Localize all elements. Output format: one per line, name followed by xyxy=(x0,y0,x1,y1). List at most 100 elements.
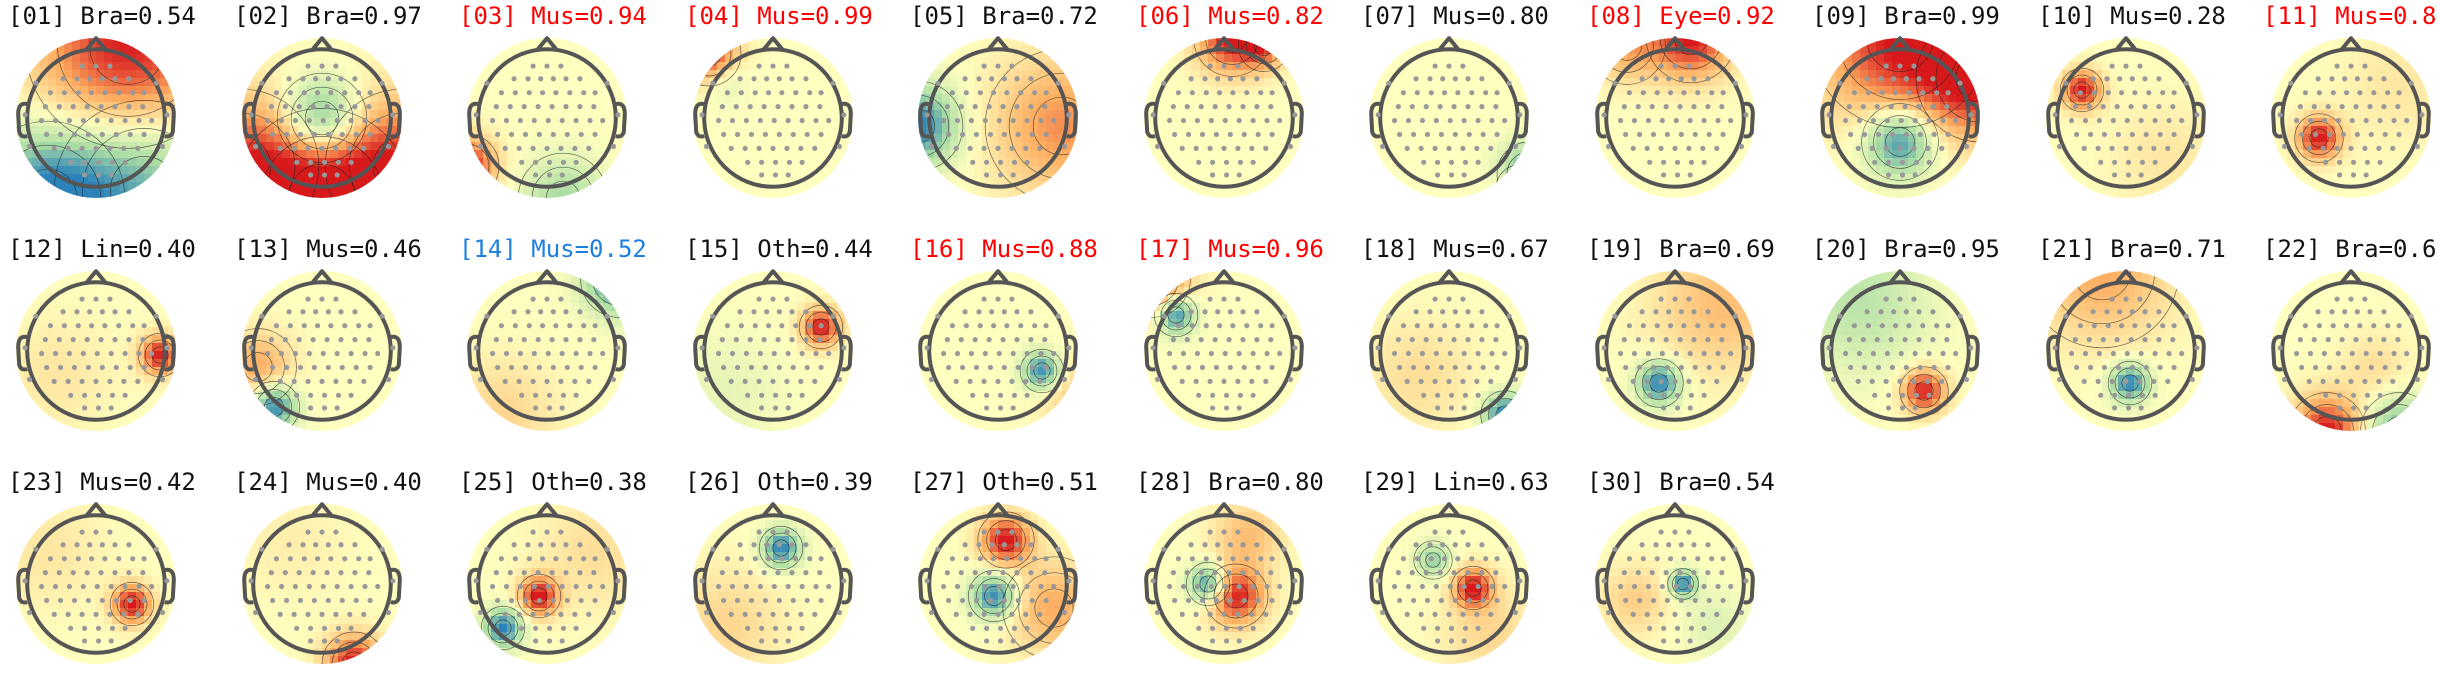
sensor-dot xyxy=(116,556,121,561)
sensor-dot xyxy=(1864,309,1869,314)
sensor-dot xyxy=(2336,351,2341,356)
sensor-dot xyxy=(2126,393,2131,398)
sensor-dot xyxy=(1228,76,1233,81)
sensor-dot xyxy=(160,377,165,382)
sensor-dot xyxy=(1030,598,1035,603)
sensor-dot xyxy=(298,132,303,137)
sensor-dot xyxy=(969,351,974,356)
sensor-dot xyxy=(509,132,514,137)
sensor-dot xyxy=(1939,146,1944,151)
sensor-dot xyxy=(532,351,537,356)
component-12: [12] Lin=0.40 xyxy=(8,233,223,443)
sensor-dot xyxy=(2092,90,2097,95)
sensor-dot xyxy=(98,570,103,575)
sensor-dot xyxy=(307,118,312,123)
component-label: [18] Mus=0.67 xyxy=(1361,235,1549,263)
sensor-dot xyxy=(1862,365,1867,370)
sensor-dot xyxy=(1675,393,1680,398)
sensor-dot xyxy=(1672,296,1677,301)
sensor-dot xyxy=(615,112,620,117)
sensor-dot xyxy=(1419,379,1424,384)
sensor-dot xyxy=(128,365,133,370)
sensor-dot xyxy=(1489,351,1494,356)
sensor-dot xyxy=(62,556,67,561)
sensor-dot xyxy=(368,90,373,95)
sensor-dot xyxy=(1637,365,1642,370)
sensor-dot xyxy=(1244,556,1249,561)
sensor-dot xyxy=(544,63,549,68)
sensor-dot xyxy=(1397,365,1402,370)
sensor-dot xyxy=(1502,351,1507,356)
sensor-dot xyxy=(1213,104,1218,109)
sensor-dot xyxy=(1264,118,1269,123)
sensor-dot xyxy=(2362,296,2367,301)
sensor-dot xyxy=(1489,118,1494,123)
sensor-dot xyxy=(532,584,537,589)
sensor-dot xyxy=(2378,393,2383,398)
sensor-dot xyxy=(1517,112,1522,117)
sensor-dot xyxy=(759,638,764,643)
sensor-dot xyxy=(2139,405,2144,410)
sensor-dot xyxy=(321,584,326,589)
sensor-dot xyxy=(756,296,761,301)
sensor-dot xyxy=(1014,337,1019,342)
sensor-dot xyxy=(1702,160,1707,165)
sensor-dot xyxy=(495,598,500,603)
sensor-dot xyxy=(773,638,778,643)
sensor-dot xyxy=(1913,118,1918,123)
sensor-dot xyxy=(984,172,989,177)
sensor-dot xyxy=(474,345,479,350)
sensor-dot xyxy=(1014,104,1019,109)
sensor-dot xyxy=(793,90,798,95)
sensor-dot xyxy=(540,90,545,95)
sensor-dot xyxy=(1002,309,1007,314)
sensor-dot xyxy=(803,104,808,109)
sensor-dot xyxy=(2419,112,2424,117)
sensor-dot xyxy=(123,160,128,165)
sensor-dot xyxy=(2355,76,2360,81)
sensor-dot xyxy=(600,584,605,589)
sensor-dot xyxy=(779,323,784,328)
sensor-dot xyxy=(1462,118,1467,123)
sensor-dot xyxy=(1028,570,1033,575)
component-6: [06] Mus=0.82 xyxy=(1136,0,1351,210)
sensor-dot xyxy=(759,393,764,398)
topomap-icon xyxy=(1587,496,1763,672)
sensor-dot xyxy=(1664,570,1669,575)
sensor-dot xyxy=(987,337,992,342)
component-19: [19] Bra=0.69 xyxy=(1587,233,1802,443)
sensor-dot xyxy=(338,570,343,575)
sensor-dot xyxy=(82,638,87,643)
sensor-dot xyxy=(300,309,305,314)
sensor-dot xyxy=(1023,379,1028,384)
sensor-dot xyxy=(1705,337,1710,342)
sensor-dot xyxy=(1688,584,1693,589)
sensor-dot xyxy=(2126,160,2131,165)
sensor-dot xyxy=(1251,351,1256,356)
sensor-dot xyxy=(1434,351,1439,356)
sensor-dot xyxy=(553,556,558,561)
sensor-dot xyxy=(1376,112,1381,117)
sensor-dot xyxy=(1893,90,1898,95)
component-11: [11] Mus=0.82 xyxy=(2263,0,2438,210)
sensor-dot xyxy=(813,118,818,123)
sensor-dot xyxy=(1940,118,1945,123)
sensor-dot xyxy=(593,556,598,561)
sensor-dot xyxy=(2194,345,2199,350)
sensor-dot xyxy=(1689,626,1694,631)
sensor-dot xyxy=(302,556,307,561)
sensor-dot xyxy=(2104,76,2109,81)
sensor-dot xyxy=(269,570,274,575)
component-28: [28] Bra=0.80 xyxy=(1136,466,1351,676)
sensor-dot xyxy=(1062,610,1067,615)
sensor-dot xyxy=(349,118,354,123)
sensor-dot xyxy=(1944,337,1949,342)
sensor-dot xyxy=(547,626,552,631)
sensor-dot xyxy=(812,612,817,617)
sensor-dot xyxy=(494,337,499,342)
sensor-dot xyxy=(1397,598,1402,603)
sensor-dot xyxy=(1438,337,1443,342)
sensor-dot xyxy=(1180,612,1185,617)
sensor-dot xyxy=(338,104,343,109)
sensor-dot xyxy=(362,584,367,589)
